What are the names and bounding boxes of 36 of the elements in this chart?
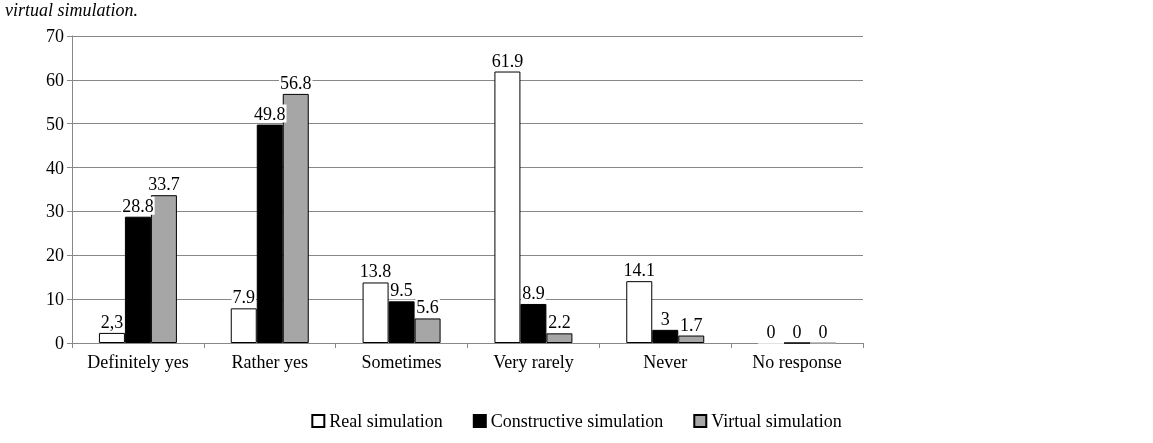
data-label: 14.1 bbox=[623, 260, 655, 281]
chart-title: virtual simulation. bbox=[5, 0, 139, 20]
data-label: 2.2 bbox=[548, 312, 571, 333]
legend-label: Virtual simulation bbox=[711, 411, 842, 431]
data-label: 28.8 bbox=[122, 195, 154, 216]
x-tick-label: Sometimes bbox=[361, 352, 442, 372]
data-label: 8.9 bbox=[522, 282, 545, 303]
data-label: 56.8 bbox=[280, 72, 312, 93]
y-tick-label: 0 bbox=[55, 333, 64, 353]
data-label: 5.6 bbox=[416, 297, 439, 318]
y-tick-label: 30 bbox=[46, 201, 64, 222]
y-tick-label: 60 bbox=[46, 69, 64, 90]
data-label: 13.8 bbox=[359, 261, 392, 282]
y-tick-label: 20 bbox=[46, 245, 64, 266]
y-tick-label: 50 bbox=[46, 113, 64, 134]
data-label: 0 bbox=[818, 321, 828, 342]
data-label: 0 bbox=[792, 321, 802, 342]
data-label: 3 bbox=[660, 308, 670, 329]
y-tick-label: 10 bbox=[46, 289, 64, 310]
x-tick-label: Definitely yes bbox=[87, 352, 189, 372]
data-label: 1.7 bbox=[680, 314, 703, 335]
data-label: 9.5 bbox=[390, 280, 413, 301]
data-label: 2,3 bbox=[100, 311, 124, 332]
x-tick-label: Never bbox=[643, 352, 688, 372]
y-tick-label: 70 bbox=[46, 26, 64, 46]
x-tick-label: Very rarely bbox=[493, 352, 574, 372]
y-tick-label: 40 bbox=[46, 157, 64, 178]
data-label: 61.9 bbox=[491, 50, 524, 71]
data-label: 0 bbox=[766, 321, 776, 342]
legend-label: Constructive simulation bbox=[490, 411, 664, 431]
data-label: 49.8 bbox=[254, 103, 286, 124]
legend-label: Real simulation bbox=[329, 411, 443, 431]
x-tick-label: Rather yes bbox=[231, 352, 308, 372]
data-label: 33.7 bbox=[148, 174, 180, 195]
x-tick-label: No response bbox=[752, 352, 842, 372]
data-label: 7.9 bbox=[232, 287, 255, 308]
